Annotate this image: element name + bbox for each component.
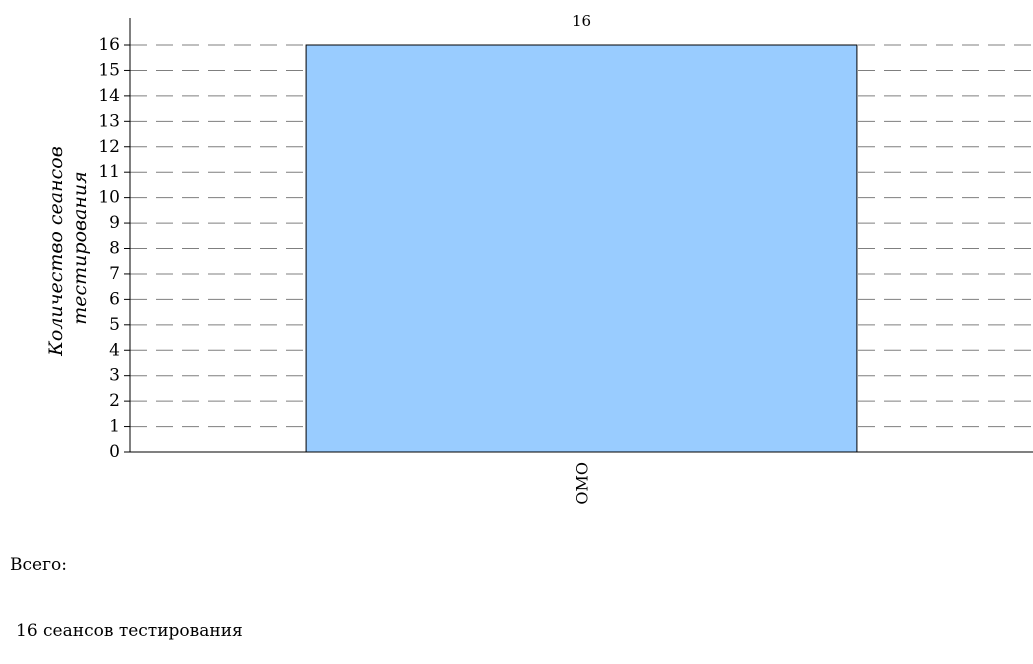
y-tick-label: 4 (109, 340, 120, 360)
y-tick-label: 9 (109, 213, 120, 233)
y-axis-label-line-1: Количество сеансов (45, 146, 67, 357)
y-tick-label: 10 (98, 188, 120, 208)
y-axis-label: Количество сеансов тестирования (45, 140, 91, 357)
y-tick-label: 11 (98, 162, 120, 182)
bar (305, 44, 858, 453)
y-tick-label: 8 (109, 239, 120, 259)
total-count-text: 16 сеансов тестирования (16, 621, 243, 641)
total-summary: Всего: 16 сеансов тестирования (10, 510, 243, 664)
y-tick-label: 3 (109, 366, 120, 386)
y-tick-label: 12 (98, 137, 120, 157)
axes (124, 18, 1033, 453)
bar-data-label: 16 (572, 12, 591, 30)
x-category-label: ОМО (573, 462, 592, 505)
total-label: Всего: (10, 555, 67, 575)
y-tick-label: 5 (109, 315, 120, 335)
y-tick-label: 1 (109, 417, 120, 437)
y-tick-label: 13 (98, 111, 120, 131)
y-tick-label: 0 (109, 442, 120, 462)
y-tick-label: 16 (98, 35, 120, 55)
y-tick-label: 6 (109, 289, 120, 309)
y-tick-label: 15 (98, 60, 120, 80)
y-axis-label-line-2: тестирования (69, 171, 91, 324)
y-tick-label: 7 (109, 264, 120, 284)
y-tick-label: 14 (98, 86, 120, 106)
y-tick-label: 2 (109, 391, 120, 411)
bars (305, 44, 858, 453)
